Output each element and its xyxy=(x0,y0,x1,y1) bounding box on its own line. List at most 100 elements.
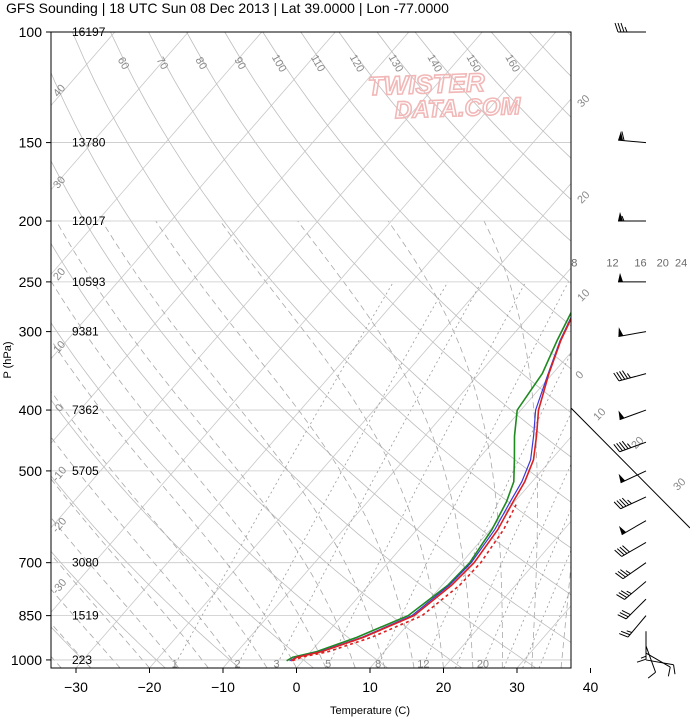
background-line-labels: 8121620242832123581220607080901001101201… xyxy=(50,53,688,671)
wind-barb xyxy=(618,212,646,222)
barb-staff xyxy=(645,645,657,673)
barb-feather xyxy=(616,594,625,600)
moist-adiabat-line xyxy=(297,220,474,668)
isotherm-line xyxy=(369,436,571,668)
temperature-tick-label: 10 xyxy=(362,679,378,695)
barb-flag xyxy=(618,473,626,483)
sounding-traces xyxy=(286,311,571,662)
watermark-line-2: DATA.COM xyxy=(394,93,522,124)
dry-adiabat-line xyxy=(567,32,571,37)
wind-barbs xyxy=(613,22,676,679)
isotherm-line xyxy=(516,605,571,668)
moist-adiabat-line xyxy=(101,220,386,668)
barb-feather xyxy=(617,22,622,33)
isobar-lines xyxy=(51,32,571,661)
pressure-tick-label: 250 xyxy=(19,274,43,290)
barb-feather xyxy=(616,548,625,556)
height-label: 10593 xyxy=(72,275,106,289)
barb-staff xyxy=(620,496,647,510)
height-label: 9381 xyxy=(72,325,99,339)
mixing-ratio-low-label: 3 xyxy=(274,658,280,670)
barb-flag xyxy=(618,410,625,420)
pressure-tick-label: 1000 xyxy=(11,652,42,668)
dry-adiabat-label: 80 xyxy=(193,55,210,72)
moist-adiabat-line xyxy=(219,220,444,668)
pressure-tick-label: 200 xyxy=(19,213,43,229)
dry-adiabat-line xyxy=(51,160,537,668)
mixing-ratio-line xyxy=(481,463,571,668)
temperature-tick-label: 40 xyxy=(583,679,599,695)
pressure-tick-label: 700 xyxy=(19,555,43,571)
barb-staff xyxy=(645,652,671,668)
dry-adiabat-line xyxy=(110,32,571,549)
barb-feather xyxy=(622,545,630,553)
moist-adiabat-line xyxy=(483,220,538,668)
height-label: 5705 xyxy=(72,464,99,478)
moist-adiabat-line xyxy=(51,436,239,668)
isotherm-line xyxy=(664,32,690,668)
mixing-ratio-label: 20 xyxy=(657,258,669,270)
barb-feather xyxy=(647,671,656,679)
barb-feather xyxy=(618,633,629,638)
isotherm-line xyxy=(296,351,571,668)
barb-feather xyxy=(614,549,623,557)
height-label: 223 xyxy=(72,653,92,667)
mixing-ratio-line xyxy=(235,281,449,668)
pressure-tick-label: 300 xyxy=(19,324,43,340)
barb-feather xyxy=(620,22,625,33)
temperature-trace xyxy=(290,317,571,662)
wind-barb xyxy=(614,542,647,557)
barb-feather xyxy=(617,570,626,578)
moist-adiabat-line xyxy=(387,220,503,668)
dry-adiabat-line xyxy=(186,32,571,458)
dry-adiabat-line xyxy=(51,550,166,668)
mixing-ratio-label: 24 xyxy=(675,258,687,270)
wind-barb xyxy=(618,520,647,536)
mixing-ratio-low-label: 5 xyxy=(325,658,331,670)
isotherm-label-left: 0 xyxy=(53,402,66,414)
dry-adiabat-line xyxy=(452,32,571,159)
mixing-ratio-label: 8 xyxy=(571,258,577,270)
height-label: 16197 xyxy=(72,25,106,39)
dry-adiabat-label: 70 xyxy=(154,55,171,72)
dry-adiabat-line xyxy=(605,32,690,673)
wind-barb xyxy=(618,470,647,484)
mixing-ratio-low-label: 12 xyxy=(417,658,429,670)
barb-staff xyxy=(619,441,647,453)
mixing-ratio-line xyxy=(522,549,571,668)
dry-adiabat-line xyxy=(51,242,463,668)
pressure-tick-label: 400 xyxy=(19,402,43,418)
moist-adiabat-line xyxy=(51,280,327,668)
barb-feather xyxy=(617,614,627,620)
barb-feather xyxy=(620,569,629,576)
mixing-ratio-line xyxy=(455,412,571,668)
dry-adiabat-label: 90 xyxy=(231,55,248,72)
barb-flag xyxy=(618,272,623,282)
isotherm-label-right: 30 xyxy=(671,476,688,493)
dry-adiabat-label: 120 xyxy=(347,53,367,75)
wind-barb xyxy=(615,562,647,580)
isotherm-label-left: 10 xyxy=(51,339,68,356)
moist-adiabat-line xyxy=(51,622,91,668)
barb-staff xyxy=(645,659,674,666)
barb-half-feather xyxy=(626,373,631,379)
isotherm-label-left: -30 xyxy=(50,577,69,597)
barb-staff xyxy=(627,615,647,638)
x-axis-label: Temperature (C) xyxy=(330,705,410,717)
mixing-ratio-line xyxy=(421,352,571,668)
barb-flag xyxy=(618,525,627,535)
axes: 1001502002503004005007008501000161971378… xyxy=(11,24,599,695)
barb-feather xyxy=(621,497,630,506)
dry-adiabat-line xyxy=(262,32,571,370)
dry-adiabat-label: 60 xyxy=(115,55,132,72)
dry-adiabat-line xyxy=(644,32,690,673)
barb-half-feather xyxy=(624,26,628,33)
mixing-ratio-low-label: 8 xyxy=(375,658,381,670)
mixing-ratio-label: 12 xyxy=(606,258,618,270)
barb-feather xyxy=(613,372,620,382)
mixing-ratio-line xyxy=(172,281,394,668)
barb-half-feather xyxy=(625,570,631,574)
moist-adiabat-line xyxy=(155,220,415,668)
temperature-tick-label: −10 xyxy=(211,679,235,695)
barb-feather xyxy=(667,666,671,677)
